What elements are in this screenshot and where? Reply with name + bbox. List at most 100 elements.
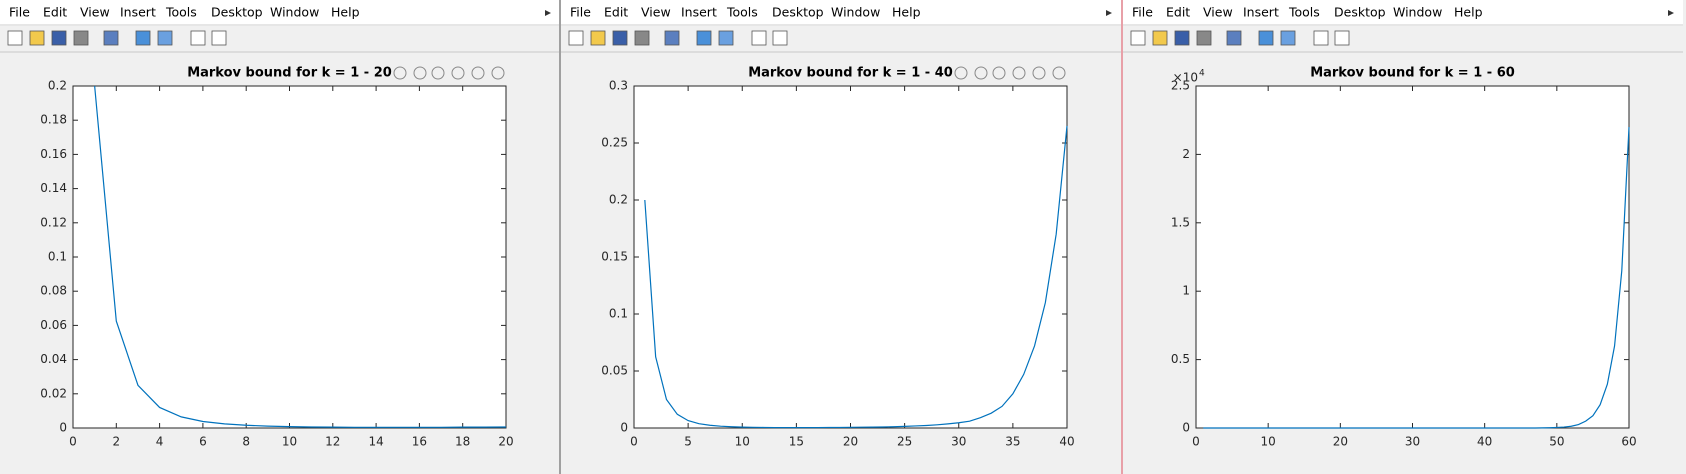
toolbar-button[interactable] (190, 30, 206, 46)
x-tick-label: 35 (1005, 435, 1020, 449)
menu-item[interactable]: Window (1393, 5, 1442, 20)
toolbar-button[interactable] (1258, 30, 1274, 46)
x-tick-label: 14 (368, 435, 383, 449)
axes-toolbar-button[interactable] (974, 66, 988, 80)
toolbar-button[interactable] (51, 30, 67, 46)
y-scale-exponent: 4 (1199, 69, 1205, 79)
y-tick-label: 0.1 (48, 250, 67, 264)
x-tick-label: 10 (1261, 435, 1276, 449)
menu-item[interactable]: Window (270, 5, 319, 20)
dock-arrow[interactable] (1106, 10, 1112, 16)
menu-item[interactable]: Help (1454, 5, 1483, 20)
toolbar-button[interactable] (1313, 30, 1329, 46)
menu-item[interactable]: Tools (1288, 5, 1320, 20)
toolbar-button[interactable] (1152, 30, 1168, 46)
x-tick-label: 25 (897, 435, 912, 449)
toolbar-button[interactable] (568, 30, 584, 46)
toolbar-button[interactable] (211, 30, 227, 46)
menu-item[interactable]: Insert (1243, 5, 1279, 20)
menu-item[interactable]: Desktop (772, 5, 824, 20)
axes-toolbar-button[interactable] (451, 66, 465, 80)
chart-title: Markov bound for k = 1 - 40 (748, 66, 953, 81)
axes-toolbar-button[interactable] (431, 66, 445, 80)
menu-item[interactable]: Edit (1166, 5, 1190, 20)
axes-toolbar-button[interactable] (1012, 66, 1026, 80)
x-tick-label: 30 (1405, 435, 1420, 449)
menu-item[interactable]: Insert (120, 5, 156, 20)
figure-window: File Edit View Insert Tools Desktop Window Help… (561, 0, 1121, 474)
y-tick-label: 0.05 (601, 364, 628, 378)
x-tick-label: 0 (69, 435, 77, 449)
axes-toolbar-button[interactable] (1052, 66, 1066, 80)
toolbar-button[interactable] (696, 30, 712, 46)
toolbar-button[interactable] (1226, 30, 1242, 46)
toolbar-button[interactable] (135, 30, 151, 46)
menu-item[interactable]: File (1132, 5, 1153, 20)
menu-item[interactable]: Edit (604, 5, 628, 20)
x-tick-label: 60 (1621, 435, 1636, 449)
toolbar-button[interactable] (634, 30, 650, 46)
menu-item[interactable]: File (9, 5, 30, 20)
toolbar-button[interactable] (1174, 30, 1190, 46)
menu-item[interactable]: Desktop (1334, 5, 1386, 20)
toolbar-button[interactable] (29, 30, 45, 46)
axes-toolbar-button[interactable] (954, 66, 968, 80)
menu-item[interactable]: Tools (165, 5, 197, 20)
y-tick-label: 0.16 (40, 147, 67, 161)
y-tick-label: 0 (1182, 421, 1190, 435)
menu-item[interactable]: View (80, 5, 110, 20)
x-tick-label: 40 (1477, 435, 1492, 449)
toolbar-button[interactable] (103, 30, 119, 46)
toolbar-button[interactable] (772, 30, 788, 46)
chart-title: Markov bound for k = 1 - 60 (1310, 66, 1515, 81)
x-tick-label: 30 (951, 435, 966, 449)
toolbar-button[interactable] (7, 30, 23, 46)
dock-arrow[interactable] (545, 10, 551, 16)
axes-toolbar-button[interactable] (413, 66, 427, 80)
axes-toolbar-button[interactable] (491, 66, 505, 80)
menu-item[interactable]: Help (892, 5, 921, 20)
toolbar-button[interactable] (1280, 30, 1296, 46)
menu-item[interactable]: Insert (681, 5, 717, 20)
y-tick-label: 0.3 (609, 79, 628, 93)
toolbar-button[interactable] (1130, 30, 1146, 46)
y-tick-label: 2 (1182, 147, 1190, 161)
toolbar-button[interactable] (751, 30, 767, 46)
axes-toolbar-button[interactable] (471, 66, 485, 80)
axes-toolbar-button[interactable] (1032, 66, 1046, 80)
figure-window: File Edit View Insert Tools Desktop Window Help… (1123, 0, 1683, 474)
x-tick-label: 20 (498, 435, 513, 449)
menu-item[interactable]: File (570, 5, 591, 20)
x-tick-label: 12 (325, 435, 340, 449)
menu-item[interactable]: View (1203, 5, 1233, 20)
toolbar-button[interactable] (718, 30, 734, 46)
data-line (1203, 127, 1630, 429)
toolbar-button[interactable] (157, 30, 173, 46)
toolbar-button[interactable] (1196, 30, 1212, 46)
toolbar-button[interactable] (612, 30, 628, 46)
axes-toolbar-button[interactable] (992, 66, 1006, 80)
toolbar-button[interactable] (664, 30, 680, 46)
toolbar-button[interactable] (73, 30, 89, 46)
menu-item[interactable]: View (641, 5, 671, 20)
y-tick-label: 1.5 (1171, 215, 1190, 229)
y-tick-label: 0.08 (40, 284, 67, 298)
toolbar-button[interactable] (590, 30, 606, 46)
menu-item[interactable]: Edit (43, 5, 67, 20)
menu-item[interactable]: Tools (726, 5, 758, 20)
y-tick-label: 0.06 (40, 318, 67, 332)
toolbar-button[interactable] (1334, 30, 1350, 46)
y-tick-label: 0 (620, 421, 628, 435)
menu-item[interactable]: Help (331, 5, 360, 20)
menu-item[interactable]: Window (831, 5, 880, 20)
x-tick-label: 8 (242, 435, 250, 449)
axes-box (633, 85, 1068, 429)
dock-arrow[interactable] (1668, 10, 1674, 16)
y-tick-label: 2.5 (1171, 79, 1190, 93)
menu-item[interactable]: Desktop (211, 5, 263, 20)
x-tick-label: 16 (412, 435, 427, 449)
axes-toolbar-button[interactable] (393, 66, 407, 80)
x-tick-label: 15 (789, 435, 804, 449)
